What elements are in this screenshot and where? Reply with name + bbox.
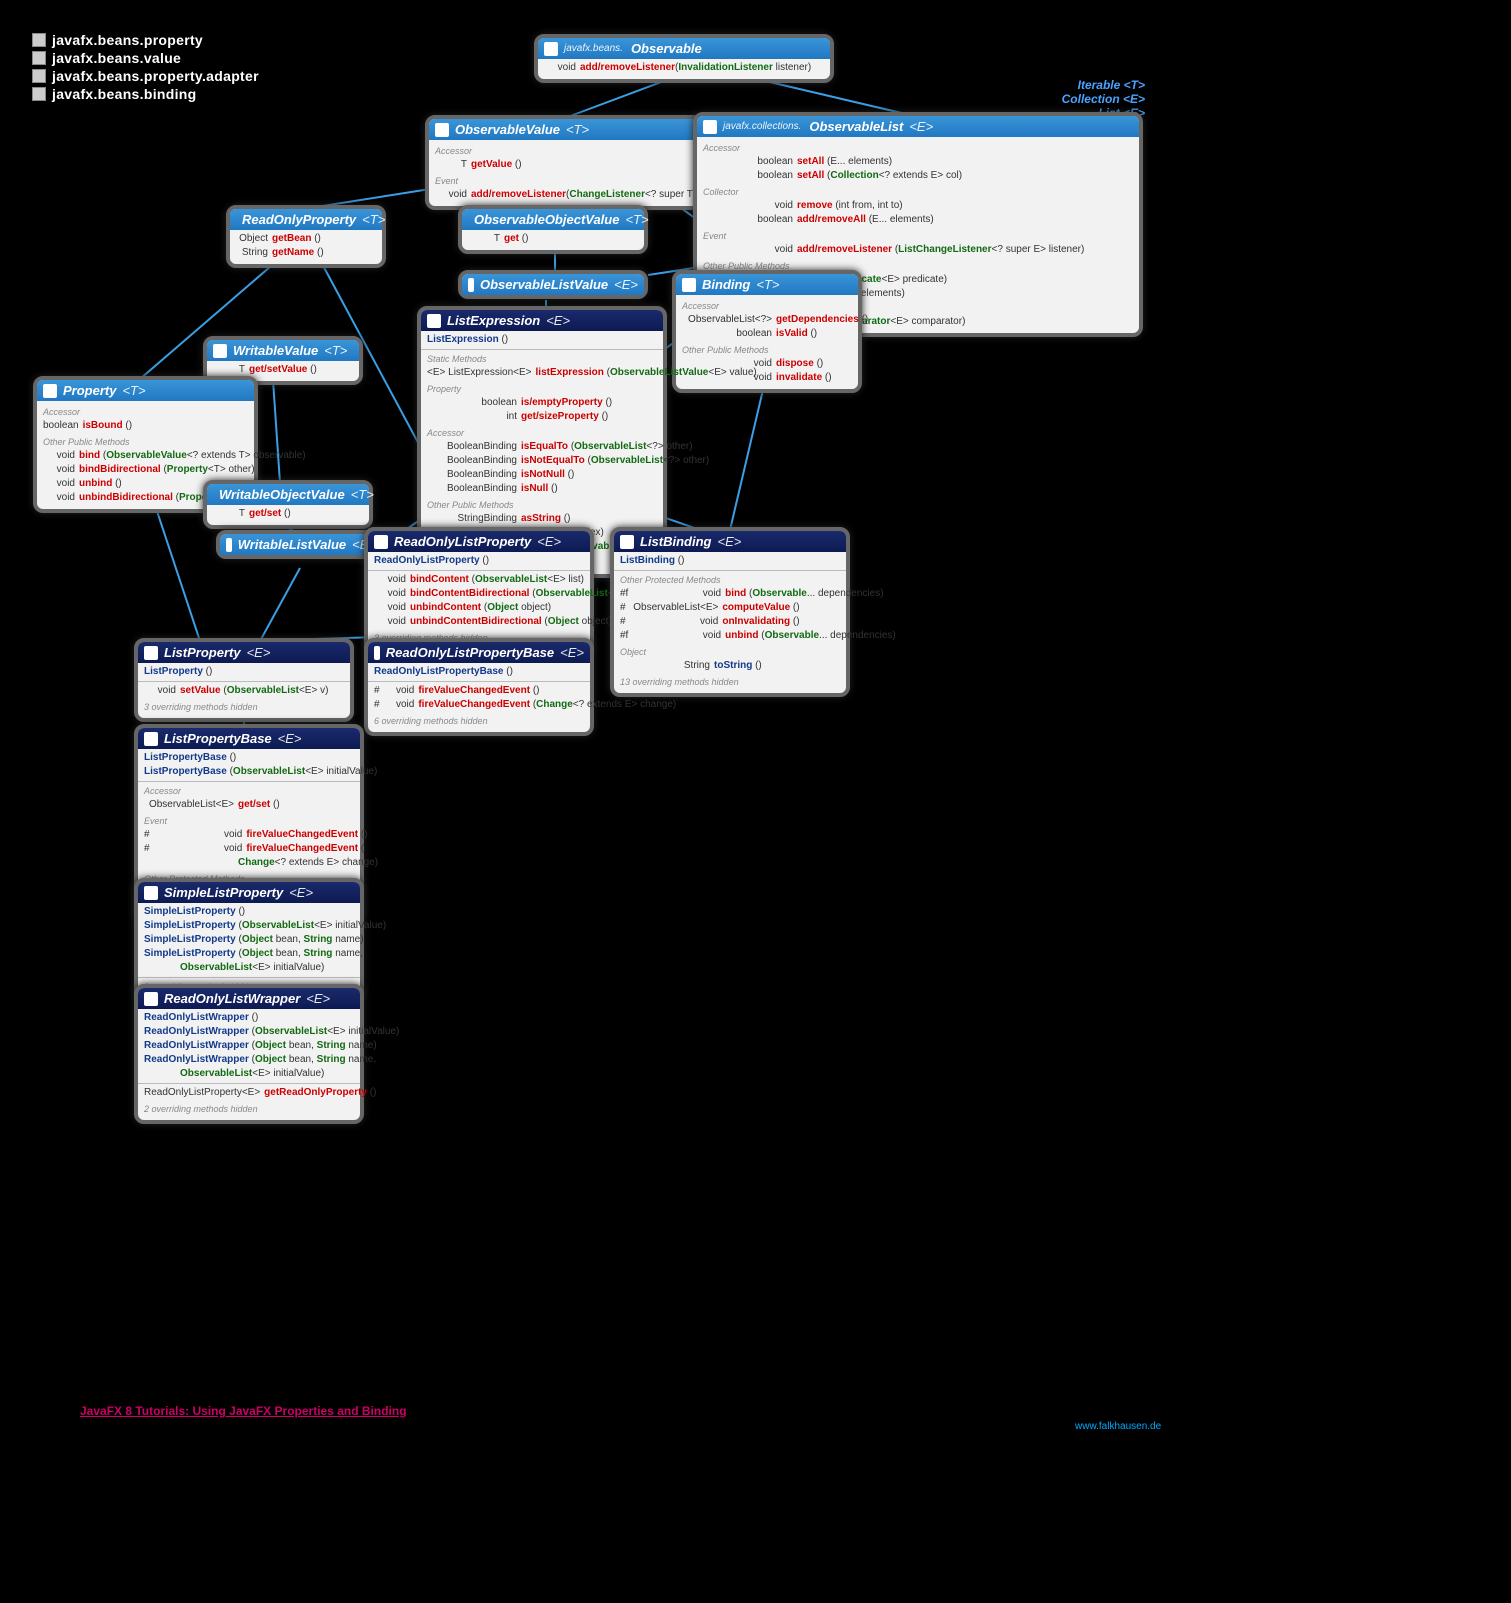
type-icon	[468, 278, 474, 292]
type-icon	[374, 646, 380, 660]
box-header: WritableListValue <E>	[220, 534, 382, 555]
legend-item: javafx.beans.property.adapter	[32, 68, 259, 84]
type-name: Binding	[702, 277, 750, 292]
box-body: Tget/set ()	[207, 505, 369, 525]
class-box-readOnlyProperty: ReadOnlyProperty <T> ObjectgetBean ()Str…	[226, 205, 386, 268]
type-icon	[144, 646, 158, 660]
class-box-observableListValue: ObservableListValue <E>	[458, 270, 648, 299]
class-box-observableValue: ObservableValue <T> AccessorTgetValue ()…	[425, 115, 705, 210]
box-header: ObservableObjectValue <T>	[462, 209, 644, 230]
box-body: ReadOnlyListProperty ()voidbindContent (…	[368, 552, 590, 649]
box-body: ListProperty ()voidsetValue (ObservableL…	[138, 663, 350, 718]
pkg-icon	[32, 33, 46, 47]
type-icon	[144, 732, 158, 746]
type-icon	[427, 314, 441, 328]
legend-label: javafx.beans.value	[52, 50, 181, 66]
class-box-observableObjectValue: ObservableObjectValue <T> Tget ()	[458, 205, 648, 254]
box-body: Tget ()	[462, 230, 644, 250]
box-header: Property <T>	[37, 380, 254, 401]
type-name: WritableValue	[233, 343, 318, 358]
box-header: ListPropertyBase <E>	[138, 728, 360, 749]
box-header: ListBinding <E>	[614, 531, 846, 552]
class-box-writableObjectValue: WritableObjectValue <T> Tget/set ()	[203, 480, 373, 529]
type-icon	[544, 42, 558, 56]
box-header: WritableObjectValue <T>	[207, 484, 369, 505]
type-name: ObservableObjectValue	[474, 212, 619, 227]
legend-item: javafx.beans.binding	[32, 86, 259, 102]
box-header: Binding <T>	[676, 274, 858, 295]
legend-item: javafx.beans.property	[32, 32, 259, 48]
type-name: ListBinding	[640, 534, 712, 549]
box-header: javafx.beans.Observable	[538, 38, 830, 59]
type-name: WritableObjectValue	[219, 487, 345, 502]
pkg-icon	[32, 51, 46, 65]
box-body: voidadd/removeListener(InvalidationListe…	[538, 59, 830, 79]
credit: www.falkhausen.de	[1075, 1421, 1161, 1432]
ref-collection: Collection <E>	[1035, 92, 1145, 106]
type-icon	[703, 120, 717, 134]
box-body: ReadOnlyListWrapper ()ReadOnlyListWrappe…	[138, 1009, 360, 1120]
box-header: ReadOnlyProperty <T>	[230, 209, 382, 230]
type-name: ReadOnlyListPropertyBase	[386, 645, 554, 660]
box-header: ReadOnlyListProperty <E>	[368, 531, 590, 552]
box-body: AccessorTgetValue ()Eventvoidadd/removeL…	[429, 140, 701, 206]
type-icon	[144, 992, 158, 1006]
box-header: ListProperty <E>	[138, 642, 350, 663]
type-name: ReadOnlyListWrapper	[164, 991, 300, 1006]
class-box-readOnlyListWrapper: ReadOnlyListWrapper <E> ReadOnlyListWrap…	[134, 984, 364, 1124]
box-header: ReadOnlyListPropertyBase <E>	[368, 642, 590, 663]
type-icon	[374, 535, 388, 549]
type-icon	[226, 538, 232, 552]
type-icon	[43, 384, 57, 398]
box-header: ListExpression <E>	[421, 310, 663, 331]
type-name: WritableListValue	[238, 537, 346, 552]
type-name: ListProperty	[164, 645, 241, 660]
type-icon	[620, 535, 634, 549]
class-box-listProperty: ListProperty <E> ListProperty ()voidsetV…	[134, 638, 354, 722]
box-body: ObjectgetBean ()StringgetName ()	[230, 230, 382, 264]
ref-iterable: Iterable <T>	[1035, 78, 1145, 92]
pkg-icon	[32, 69, 46, 83]
class-box-readOnlyListPropertyBase: ReadOnlyListPropertyBase <E> ReadOnlyLis…	[364, 638, 594, 736]
box-header: SimpleListProperty <E>	[138, 882, 360, 903]
type-name: ObservableList	[809, 119, 903, 134]
box-body: ReadOnlyListPropertyBase ()# voidfireVal…	[368, 663, 590, 732]
class-box-observable: javafx.beans.Observable voidadd/removeLi…	[534, 34, 834, 83]
tutorial-link[interactable]: JavaFX 8 Tutorials: Using JavaFX Propert…	[80, 1404, 407, 1418]
box-header: javafx.collections.ObservableList <E>	[697, 116, 1139, 137]
type-icon	[435, 123, 449, 137]
type-name: ListPropertyBase	[164, 731, 272, 746]
type-name: ReadOnlyListProperty	[394, 534, 531, 549]
type-icon	[213, 344, 227, 358]
type-name: Observable	[631, 41, 702, 56]
class-box-listBinding: ListBinding <E> ListBinding ()Other Prot…	[610, 527, 850, 697]
type-name: SimpleListProperty	[164, 885, 283, 900]
pkg-icon	[32, 87, 46, 101]
type-name: ReadOnlyProperty	[242, 212, 356, 227]
legend-item: javafx.beans.value	[32, 50, 259, 66]
legend-label: javafx.beans.property	[52, 32, 203, 48]
box-header: ObservableValue <T>	[429, 119, 701, 140]
type-icon	[682, 278, 696, 292]
type-name: ObservableListValue	[480, 277, 608, 292]
type-icon	[144, 886, 158, 900]
box-body: ListBinding ()Other Protected Methods#f …	[614, 552, 846, 693]
legend-label: javafx.beans.property.adapter	[52, 68, 259, 84]
class-box-writableListValue: WritableListValue <E>	[216, 530, 386, 559]
type-name: Property	[63, 383, 116, 398]
box-header: ReadOnlyListWrapper <E>	[138, 988, 360, 1009]
class-box-readOnlyListProperty: ReadOnlyListProperty <E> ReadOnlyListPro…	[364, 527, 594, 653]
legend-label: javafx.beans.binding	[52, 86, 196, 102]
diagram-canvas: javafx.beans.property javafx.beans.value…	[0, 0, 1511, 1603]
box-header: ObservableListValue <E>	[462, 274, 644, 295]
legend: javafx.beans.property javafx.beans.value…	[32, 32, 259, 104]
box-header: WritableValue <T>	[207, 340, 359, 361]
type-name: ListExpression	[447, 313, 540, 328]
type-name: ObservableValue	[455, 122, 560, 137]
